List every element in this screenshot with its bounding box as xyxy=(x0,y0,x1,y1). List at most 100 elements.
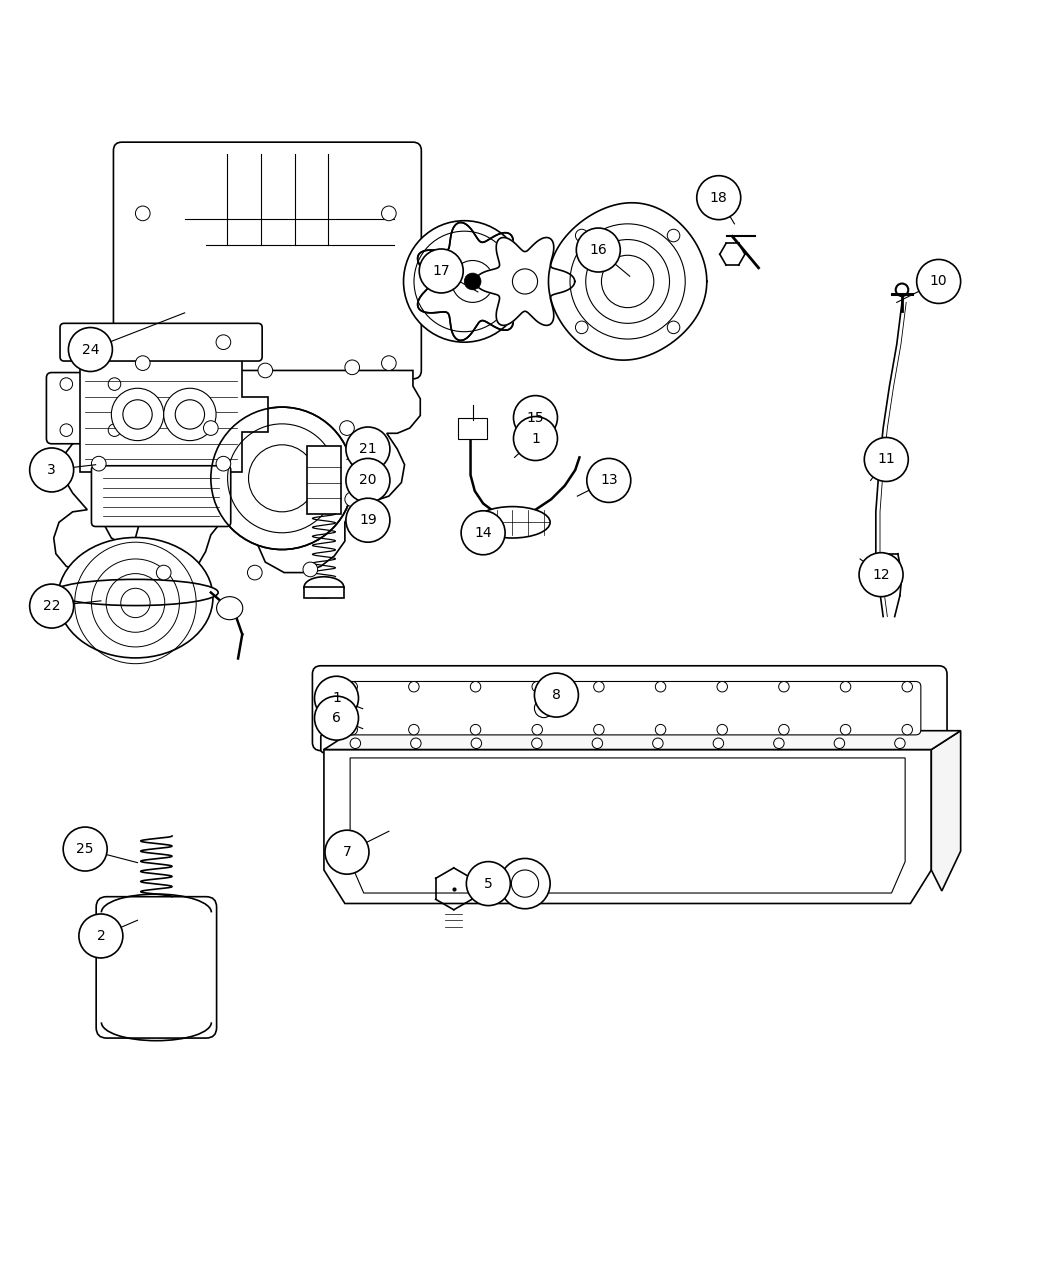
Circle shape xyxy=(91,456,106,470)
Circle shape xyxy=(248,565,262,580)
Text: 22: 22 xyxy=(43,599,61,613)
Ellipse shape xyxy=(304,576,343,598)
Text: 2: 2 xyxy=(97,929,105,944)
Circle shape xyxy=(667,230,679,242)
Circle shape xyxy=(531,738,542,748)
Text: 18: 18 xyxy=(710,191,728,205)
Circle shape xyxy=(419,249,463,293)
Circle shape xyxy=(339,421,354,435)
Circle shape xyxy=(91,335,106,349)
Circle shape xyxy=(211,407,353,550)
Text: 16: 16 xyxy=(589,244,607,258)
Circle shape xyxy=(774,738,784,748)
FancyBboxPatch shape xyxy=(46,372,130,444)
Circle shape xyxy=(576,228,621,272)
Text: 11: 11 xyxy=(878,453,896,467)
Circle shape xyxy=(135,356,150,371)
Bar xyxy=(308,446,340,514)
Circle shape xyxy=(575,321,588,334)
Circle shape xyxy=(513,417,558,460)
FancyBboxPatch shape xyxy=(458,418,487,439)
Circle shape xyxy=(108,423,121,436)
Polygon shape xyxy=(324,731,961,750)
Circle shape xyxy=(592,738,603,748)
Circle shape xyxy=(779,724,790,734)
Circle shape xyxy=(902,724,912,734)
Polygon shape xyxy=(54,371,420,575)
Circle shape xyxy=(344,360,359,375)
Bar xyxy=(304,588,343,598)
Circle shape xyxy=(464,273,481,289)
Circle shape xyxy=(895,738,905,748)
Circle shape xyxy=(350,738,360,748)
Circle shape xyxy=(60,423,72,436)
Circle shape xyxy=(345,459,390,502)
Text: 25: 25 xyxy=(77,842,93,856)
FancyBboxPatch shape xyxy=(313,666,947,751)
Circle shape xyxy=(68,328,112,371)
Circle shape xyxy=(713,738,723,748)
Circle shape xyxy=(834,738,844,748)
Circle shape xyxy=(513,395,558,440)
Circle shape xyxy=(593,724,604,734)
FancyBboxPatch shape xyxy=(113,143,421,379)
Text: 15: 15 xyxy=(527,411,544,425)
Circle shape xyxy=(534,673,579,717)
Circle shape xyxy=(156,565,171,580)
Circle shape xyxy=(408,681,419,692)
Text: 3: 3 xyxy=(47,463,56,477)
Text: 17: 17 xyxy=(433,264,450,278)
FancyBboxPatch shape xyxy=(60,324,262,361)
Circle shape xyxy=(60,377,72,390)
Circle shape xyxy=(511,870,539,898)
FancyBboxPatch shape xyxy=(321,734,934,752)
Circle shape xyxy=(697,176,740,219)
Circle shape xyxy=(403,221,525,342)
Polygon shape xyxy=(80,357,269,472)
Text: 1: 1 xyxy=(531,431,540,445)
Polygon shape xyxy=(350,757,905,892)
Circle shape xyxy=(326,830,369,875)
Circle shape xyxy=(345,499,390,542)
Circle shape xyxy=(381,356,396,371)
Circle shape xyxy=(859,552,903,597)
Circle shape xyxy=(470,681,481,692)
Circle shape xyxy=(461,511,505,555)
Circle shape xyxy=(108,377,121,390)
Text: 19: 19 xyxy=(359,514,377,527)
Ellipse shape xyxy=(216,597,243,620)
Circle shape xyxy=(587,459,631,502)
FancyBboxPatch shape xyxy=(338,681,921,734)
Circle shape xyxy=(840,681,850,692)
Ellipse shape xyxy=(475,506,550,538)
Circle shape xyxy=(470,724,481,734)
Text: 20: 20 xyxy=(359,473,377,487)
Circle shape xyxy=(717,724,728,734)
Circle shape xyxy=(653,738,664,748)
Circle shape xyxy=(344,492,359,506)
Circle shape xyxy=(79,914,123,958)
Text: 10: 10 xyxy=(930,274,947,288)
Text: 6: 6 xyxy=(332,711,341,725)
Circle shape xyxy=(123,400,152,430)
Circle shape xyxy=(655,724,666,734)
Circle shape xyxy=(63,827,107,871)
Circle shape xyxy=(779,681,790,692)
Circle shape xyxy=(471,738,482,748)
Circle shape xyxy=(175,400,205,430)
Polygon shape xyxy=(476,237,574,325)
Text: 1: 1 xyxy=(332,691,341,705)
Circle shape xyxy=(164,389,216,441)
Circle shape xyxy=(466,862,510,905)
Text: 5: 5 xyxy=(484,877,492,891)
Circle shape xyxy=(500,858,550,909)
Text: 8: 8 xyxy=(552,688,561,703)
Polygon shape xyxy=(548,203,707,360)
Circle shape xyxy=(840,724,850,734)
Circle shape xyxy=(216,456,231,470)
Ellipse shape xyxy=(52,579,218,606)
Text: 13: 13 xyxy=(600,473,617,487)
Circle shape xyxy=(667,321,679,334)
Circle shape xyxy=(111,389,164,441)
Circle shape xyxy=(717,681,728,692)
